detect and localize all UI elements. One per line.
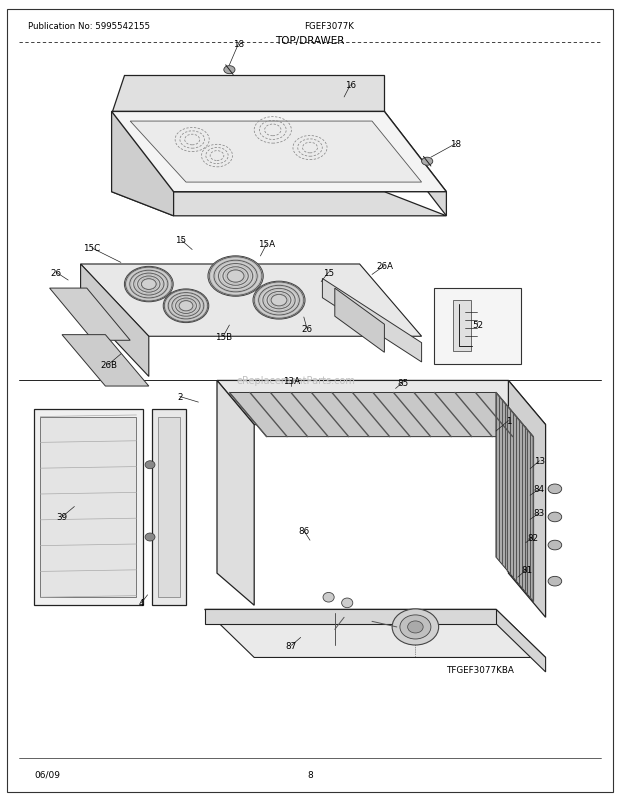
Text: 18: 18: [450, 140, 461, 149]
Text: 18: 18: [233, 39, 244, 49]
Text: 26A: 26A: [376, 261, 393, 271]
Text: 87: 87: [286, 641, 297, 650]
Ellipse shape: [422, 158, 433, 166]
Polygon shape: [62, 335, 149, 387]
Ellipse shape: [224, 67, 235, 75]
Text: 26: 26: [301, 324, 312, 334]
Ellipse shape: [548, 512, 562, 522]
Text: TOP/DRAWER: TOP/DRAWER: [275, 36, 345, 46]
Ellipse shape: [253, 282, 305, 320]
Ellipse shape: [408, 621, 423, 634]
Polygon shape: [322, 279, 422, 363]
Polygon shape: [217, 381, 546, 425]
Polygon shape: [434, 289, 521, 365]
Polygon shape: [81, 265, 149, 377]
Text: 15C: 15C: [83, 244, 100, 253]
Polygon shape: [130, 122, 422, 183]
Ellipse shape: [548, 541, 562, 550]
Text: 86: 86: [298, 526, 309, 536]
Ellipse shape: [548, 484, 562, 494]
Text: 2: 2: [177, 392, 182, 402]
Polygon shape: [112, 76, 384, 112]
Text: 13: 13: [534, 456, 545, 466]
Text: TFGEF3077KBA: TFGEF3077KBA: [446, 666, 514, 674]
Text: FGEF3077K: FGEF3077K: [304, 22, 353, 30]
Ellipse shape: [323, 593, 334, 602]
Polygon shape: [205, 610, 546, 658]
Text: 85: 85: [397, 378, 409, 387]
Polygon shape: [217, 381, 254, 606]
Text: 15: 15: [175, 236, 187, 245]
Polygon shape: [152, 409, 186, 606]
Polygon shape: [508, 381, 546, 618]
Polygon shape: [40, 417, 136, 597]
Polygon shape: [81, 265, 422, 337]
Ellipse shape: [145, 461, 155, 469]
Text: 06/09: 06/09: [34, 770, 60, 779]
Polygon shape: [112, 112, 446, 192]
Polygon shape: [453, 301, 471, 351]
Text: 26B: 26B: [100, 360, 117, 370]
Polygon shape: [229, 393, 533, 437]
Ellipse shape: [392, 610, 439, 645]
Ellipse shape: [163, 290, 209, 323]
Polygon shape: [496, 610, 546, 672]
Text: 15: 15: [323, 268, 334, 277]
Ellipse shape: [400, 615, 431, 639]
Ellipse shape: [145, 533, 155, 541]
Ellipse shape: [208, 257, 264, 297]
Ellipse shape: [125, 267, 173, 302]
Text: 4: 4: [139, 598, 144, 608]
Polygon shape: [335, 289, 384, 353]
Polygon shape: [34, 409, 143, 606]
Text: 81: 81: [521, 565, 533, 574]
Text: Publication No: 5995542155: Publication No: 5995542155: [28, 22, 150, 30]
Polygon shape: [384, 112, 446, 217]
Polygon shape: [496, 393, 533, 602]
Polygon shape: [112, 112, 174, 217]
Text: 15A: 15A: [258, 240, 275, 249]
Polygon shape: [205, 610, 496, 624]
Text: 26: 26: [50, 268, 61, 277]
Text: 16: 16: [345, 81, 356, 91]
Text: 82: 82: [528, 533, 539, 542]
Polygon shape: [50, 289, 130, 341]
Text: 84: 84: [534, 484, 545, 494]
Text: eReplacementParts.com: eReplacementParts.com: [237, 376, 356, 386]
Polygon shape: [158, 417, 180, 597]
Ellipse shape: [342, 598, 353, 608]
Text: 1: 1: [506, 416, 511, 426]
Text: 39: 39: [56, 512, 68, 522]
Text: 52: 52: [472, 320, 483, 330]
Polygon shape: [112, 192, 446, 217]
Text: 13A: 13A: [283, 376, 300, 386]
Text: 8: 8: [307, 770, 313, 779]
Text: 83: 83: [534, 508, 545, 518]
Text: 15B: 15B: [215, 332, 232, 342]
Ellipse shape: [548, 577, 562, 586]
